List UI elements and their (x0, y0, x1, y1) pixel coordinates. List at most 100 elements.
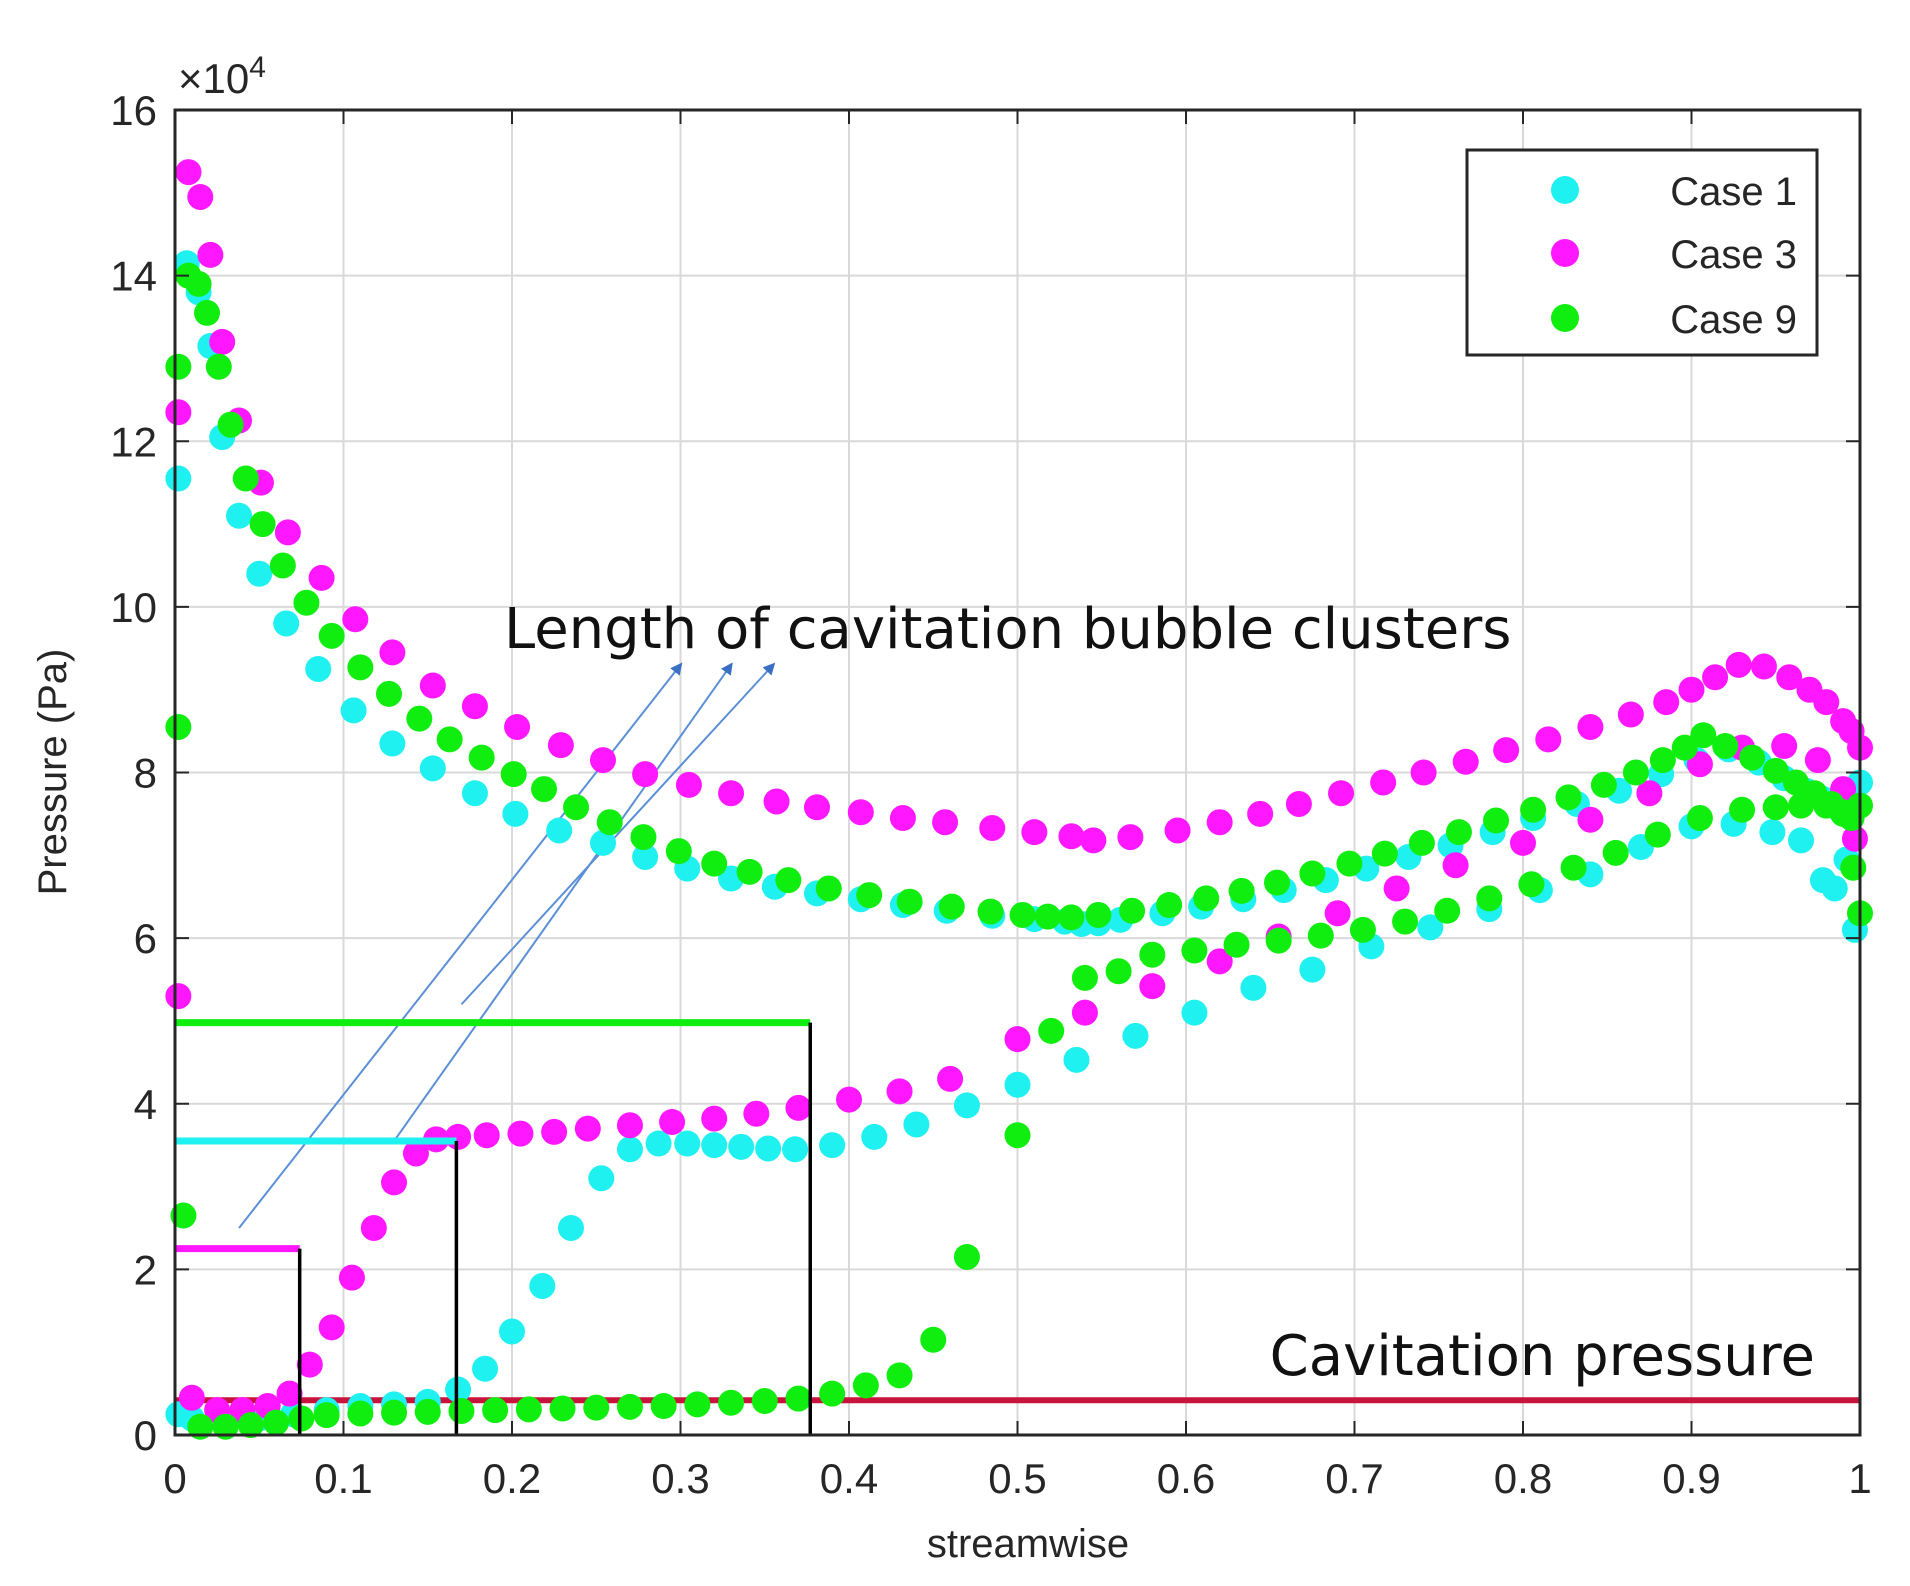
point-case-9-upper (630, 824, 657, 851)
point-case-3-lower (1771, 733, 1798, 759)
point-case-3-lower (836, 1086, 862, 1113)
point-case-3-upper (1410, 759, 1437, 786)
point-case-9-lower (263, 1409, 290, 1436)
y-tick-label: 14 (110, 253, 157, 300)
point-case-9-upper (1739, 744, 1766, 771)
point-case-3-upper (274, 519, 301, 546)
x-tick-label: 0 (163, 1455, 186, 1502)
point-case-3-upper (209, 328, 236, 355)
point-case-1-lower (755, 1135, 782, 1162)
point-case-3-upper (1164, 817, 1191, 844)
point-case-1-upper (589, 829, 616, 856)
point-case-9-upper (500, 761, 527, 788)
point-case-9-upper (1622, 759, 1649, 786)
point-case-3-lower (318, 1314, 345, 1341)
point-case-9-lower (165, 713, 192, 740)
point-case-9-lower (785, 1385, 812, 1412)
point-case-9-lower (1004, 1122, 1031, 1149)
point-case-3-upper (1452, 748, 1479, 775)
point-case-9-lower (1038, 1017, 1065, 1044)
y-tick-label: 8 (134, 750, 157, 797)
point-case-9-upper (815, 875, 842, 902)
cluster-brackets (175, 1019, 812, 1435)
point-case-9-upper (736, 858, 763, 885)
point-case-9-upper (1085, 901, 1112, 928)
point-case-1-upper (632, 843, 659, 870)
point-case-9-upper (1193, 885, 1220, 912)
point-case-3-upper (1370, 769, 1397, 796)
y-tick-label: 12 (110, 418, 157, 465)
point-case-9-upper (205, 353, 232, 380)
legend-marker-case-3 (1551, 239, 1579, 267)
point-case-3-lower (338, 1264, 365, 1291)
y-axis-label: Pressure (Pa) (31, 649, 75, 896)
point-case-9-upper (1649, 747, 1676, 774)
point-case-9-upper (1228, 877, 1255, 904)
point-case-9-upper (1299, 860, 1326, 887)
legend-label-case-3: Case 3 (1670, 233, 1797, 277)
point-case-1-lower (1299, 956, 1326, 983)
point-case-9-lower (187, 1413, 214, 1440)
point-case-1-lower (645, 1130, 672, 1157)
point-case-9-lower (1830, 800, 1857, 827)
point-case-9-upper (249, 511, 276, 538)
point-case-1-lower (674, 1130, 701, 1157)
point-case-3-lower (1383, 875, 1410, 902)
point-case-3-upper (461, 693, 488, 720)
y-tick-label: 2 (134, 1246, 157, 1293)
point-case-9-lower (1392, 908, 1419, 935)
point-case-1-upper (379, 730, 406, 757)
y-tick-label: 4 (134, 1081, 157, 1128)
point-case-9-upper (701, 850, 728, 877)
x-tick-label: 0.2 (483, 1455, 541, 1502)
point-case-9-lower (852, 1372, 879, 1399)
point-case-1-upper (305, 655, 332, 682)
point-case-1-lower (953, 1092, 980, 1119)
point-case-3-lower (178, 1384, 205, 1411)
point-case-3-upper (1021, 819, 1048, 846)
point-case-3-upper (932, 809, 959, 836)
grid (175, 110, 1860, 1435)
legend-label-case-9: Case 9 (1670, 298, 1797, 342)
point-case-9-lower (515, 1396, 542, 1423)
point-case-3-lower (296, 1351, 323, 1378)
point-case-1-lower (1240, 974, 1267, 1001)
point-case-1-upper (461, 780, 488, 807)
point-case-3-upper (175, 159, 202, 186)
point-case-3-upper (1058, 823, 1085, 850)
point-case-9-lower (170, 1202, 197, 1229)
point-case-3-upper (1577, 713, 1604, 740)
point-case-9-lower (718, 1389, 745, 1416)
point-case-9-upper (938, 893, 965, 920)
point-case-9-upper (1671, 734, 1698, 761)
point-case-9-lower (1181, 937, 1208, 964)
point-case-3-upper (504, 713, 531, 740)
point-case-3-upper (1750, 653, 1777, 680)
point-case-3-upper (1776, 664, 1803, 691)
x-tick-label: 0.9 (1662, 1455, 1720, 1502)
point-case-9-upper (194, 299, 221, 326)
point-case-9-upper (596, 809, 623, 836)
point-case-1-lower (588, 1165, 615, 1192)
point-case-9-upper (468, 744, 495, 771)
point-case-9-upper (1336, 850, 1363, 877)
point-case-9-lower (1105, 958, 1132, 985)
point-case-3-lower (402, 1140, 429, 1167)
point-case-3-upper (1206, 809, 1233, 836)
point-case-3-lower (541, 1118, 568, 1145)
point-case-3-upper (342, 606, 369, 633)
x-tick-label: 0.4 (820, 1455, 878, 1502)
point-case-9-lower (1476, 885, 1503, 912)
y-tick-label: 6 (134, 915, 157, 962)
point-case-9-lower (1644, 821, 1671, 848)
point-case-9-lower (347, 1400, 374, 1427)
point-case-9-lower (1602, 839, 1629, 866)
point-case-1-upper (502, 800, 529, 827)
point-case-3-lower (507, 1120, 534, 1147)
point-case-3-upper (1535, 726, 1562, 753)
point-case-9-lower (751, 1388, 778, 1415)
point-case-3-upper (1117, 824, 1144, 851)
point-case-1-upper (546, 817, 573, 844)
point-case-3-lower (1577, 806, 1604, 833)
point-case-3-lower (1206, 948, 1233, 975)
